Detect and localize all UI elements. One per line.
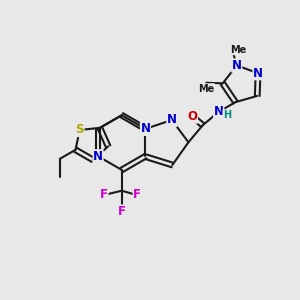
Text: S: S	[76, 124, 84, 136]
Text: N: N	[140, 122, 150, 135]
Text: Me: Me	[231, 45, 247, 55]
Text: N: N	[214, 105, 224, 118]
Text: O: O	[188, 110, 197, 123]
Text: N: N	[232, 59, 242, 72]
Text: H: H	[223, 110, 231, 120]
Text: Me: Me	[198, 84, 214, 94]
Text: N: N	[253, 67, 263, 80]
Text: F: F	[118, 205, 126, 218]
Text: N: N	[93, 150, 103, 163]
Text: F: F	[100, 188, 108, 201]
Text: N: N	[167, 113, 177, 127]
Text: F: F	[133, 188, 141, 201]
